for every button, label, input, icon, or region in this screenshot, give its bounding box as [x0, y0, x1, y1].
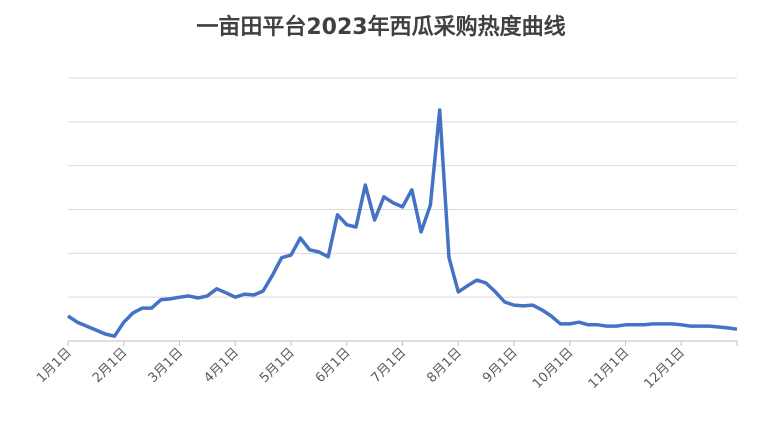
data-line [67, 108, 738, 338]
chart-title: 一亩田平台2023年西瓜采购热度曲线 [196, 14, 565, 40]
